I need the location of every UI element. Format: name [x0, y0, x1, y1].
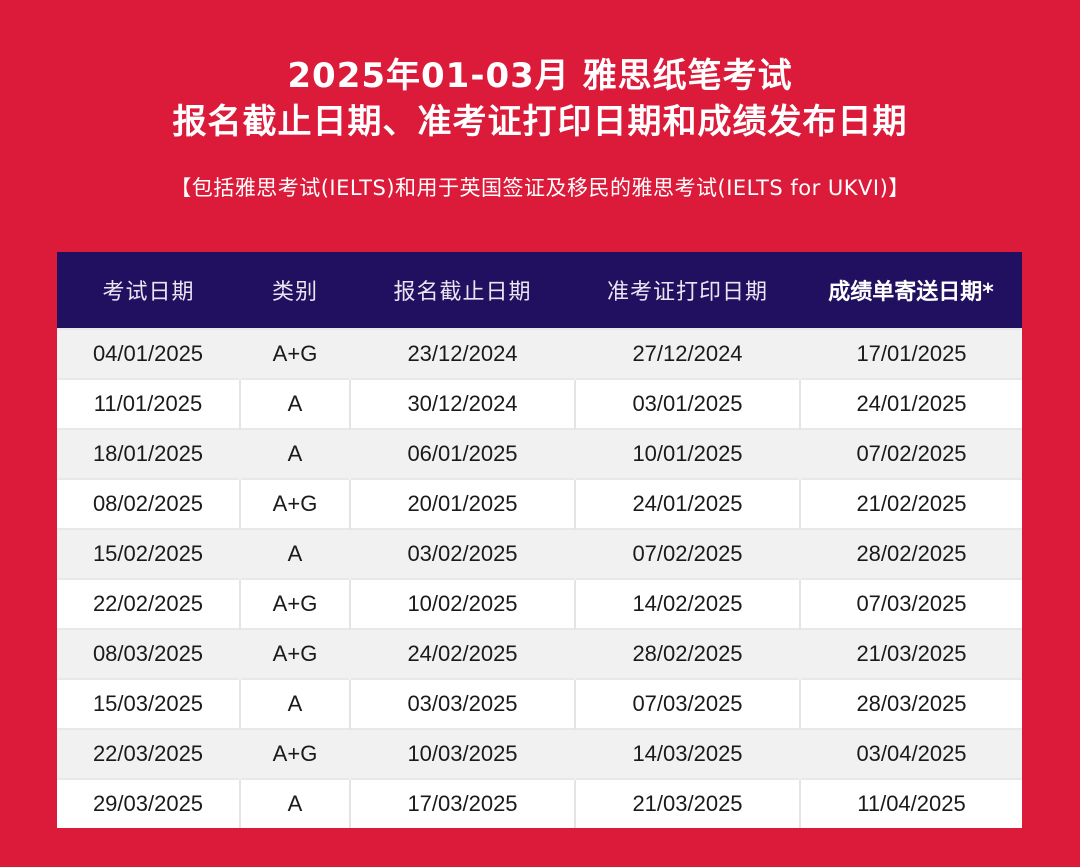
cell-admission-print-date: 07/02/2025: [574, 528, 800, 579]
cell-exam-date: 11/01/2025: [57, 378, 240, 429]
cell-registration-deadline: 24/02/2025: [349, 628, 575, 679]
cell-registration-deadline: 06/01/2025: [349, 428, 575, 479]
cell-category: A+G: [239, 628, 350, 679]
cell-registration-deadline: 10/02/2025: [349, 578, 575, 629]
cell-admission-print-date: 28/02/2025: [574, 628, 800, 679]
cell-category: A: [239, 378, 350, 429]
cell-result-mailing-date: 03/04/2025: [799, 728, 1022, 779]
table-row: 08/03/2025 A+G 24/02/2025 28/02/2025 21/03/2…: [57, 628, 1022, 679]
cell-admission-print-date: 24/01/2025: [574, 478, 800, 529]
cell-exam-date: 29/03/2025: [57, 778, 240, 828]
title-line-1: 2025年01-03月 雅思纸笔考试: [287, 56, 793, 96]
cell-result-mailing-date: 07/03/2025: [799, 578, 1022, 629]
cell-exam-date: 22/02/2025: [57, 578, 240, 629]
cell-registration-deadline: 30/12/2024: [349, 378, 575, 429]
cell-result-mailing-date: 11/04/2025: [799, 778, 1022, 828]
cell-result-mailing-date: 28/02/2025: [799, 528, 1022, 579]
cell-registration-deadline: 03/02/2025: [349, 528, 575, 579]
table-row: 15/02/2025 A 03/02/2025 07/02/2025 28/02/202…: [57, 528, 1022, 579]
cell-category: A+G: [239, 728, 350, 779]
cell-result-mailing-date: 28/03/2025: [799, 678, 1022, 729]
cell-result-mailing-date: 17/01/2025: [799, 328, 1022, 379]
cell-admission-print-date: 07/03/2025: [574, 678, 800, 729]
cell-exam-date: 08/02/2025: [57, 478, 240, 529]
table-row: 15/03/2025 A 03/03/2025 07/03/2025 28/03/202…: [57, 678, 1022, 729]
header-category: 类别: [240, 252, 350, 329]
cell-admission-print-date: 10/01/2025: [574, 428, 800, 479]
cell-exam-date: 18/01/2025: [57, 428, 240, 479]
cell-category: A+G: [239, 478, 350, 529]
cell-category: A: [239, 678, 350, 729]
cell-category: A: [239, 528, 350, 579]
cell-exam-date: 22/03/2025: [57, 728, 240, 779]
cell-exam-date: 15/02/2025: [57, 528, 240, 579]
cell-registration-deadline: 17/03/2025: [349, 778, 575, 828]
table-row: 22/03/2025 A+G 10/03/2025 14/03/2025 03/04/2…: [57, 728, 1022, 779]
table-header-row: 考试日期 类别 报名截止日期 准考证打印日期 成绩单寄送日期*: [57, 252, 1022, 329]
cell-exam-date: 15/03/2025: [57, 678, 240, 729]
cell-category: A+G: [239, 578, 350, 629]
cell-registration-deadline: 10/03/2025: [349, 728, 575, 779]
cell-category: A: [239, 428, 350, 479]
cell-registration-deadline: 23/12/2024: [349, 328, 575, 379]
title-line-2: 报名截止日期、准考证打印日期和成绩发布日期: [172, 102, 908, 142]
table-row: 08/02/2025 A+G 20/01/2025 24/01/2025 21/02/2…: [57, 478, 1022, 529]
header-result-mailing-date: 成绩单寄送日期*: [800, 252, 1022, 329]
cell-admission-print-date: 21/03/2025: [574, 778, 800, 828]
cell-admission-print-date: 14/03/2025: [574, 728, 800, 779]
header-admission-print-date: 准考证打印日期: [575, 252, 800, 329]
cell-category: A: [239, 778, 350, 828]
exam-schedule-table: 考试日期 类别 报名截止日期 准考证打印日期 成绩单寄送日期* 04/01/20…: [57, 252, 1022, 828]
table-row: 29/03/2025 A 17/03/2025 21/03/2025 11/04/202…: [57, 778, 1022, 828]
cell-exam-date: 04/01/2025: [57, 328, 240, 379]
table-row: 22/02/2025 A+G 10/02/2025 14/02/2025 07/03/2…: [57, 578, 1022, 629]
cell-admission-print-date: 03/01/2025: [574, 378, 800, 429]
cell-result-mailing-date: 21/02/2025: [799, 478, 1022, 529]
cell-category: A+G: [239, 328, 350, 379]
cell-result-mailing-date: 21/03/2025: [799, 628, 1022, 679]
table-row: 04/01/2025 A+G 23/12/2024 27/12/2024 17/01/2…: [57, 328, 1022, 379]
table-row: 18/01/2025 A 06/01/2025 10/01/2025 07/02/202…: [57, 428, 1022, 479]
subtitle: 【包括雅思考试(IELTS)和用于英国签证及移民的雅思考试(IELTS for …: [170, 176, 910, 200]
cell-result-mailing-date: 07/02/2025: [799, 428, 1022, 479]
cell-result-mailing-date: 24/01/2025: [799, 378, 1022, 429]
header-registration-deadline: 报名截止日期: [350, 252, 575, 329]
cell-registration-deadline: 03/03/2025: [349, 678, 575, 729]
table-row: 11/01/2025 A 30/12/2024 03/01/2025 24/01/202…: [57, 378, 1022, 429]
cell-registration-deadline: 20/01/2025: [349, 478, 575, 529]
cell-exam-date: 08/03/2025: [57, 628, 240, 679]
cell-admission-print-date: 14/02/2025: [574, 578, 800, 629]
header-exam-date: 考试日期: [57, 252, 240, 329]
cell-admission-print-date: 27/12/2024: [574, 328, 800, 379]
